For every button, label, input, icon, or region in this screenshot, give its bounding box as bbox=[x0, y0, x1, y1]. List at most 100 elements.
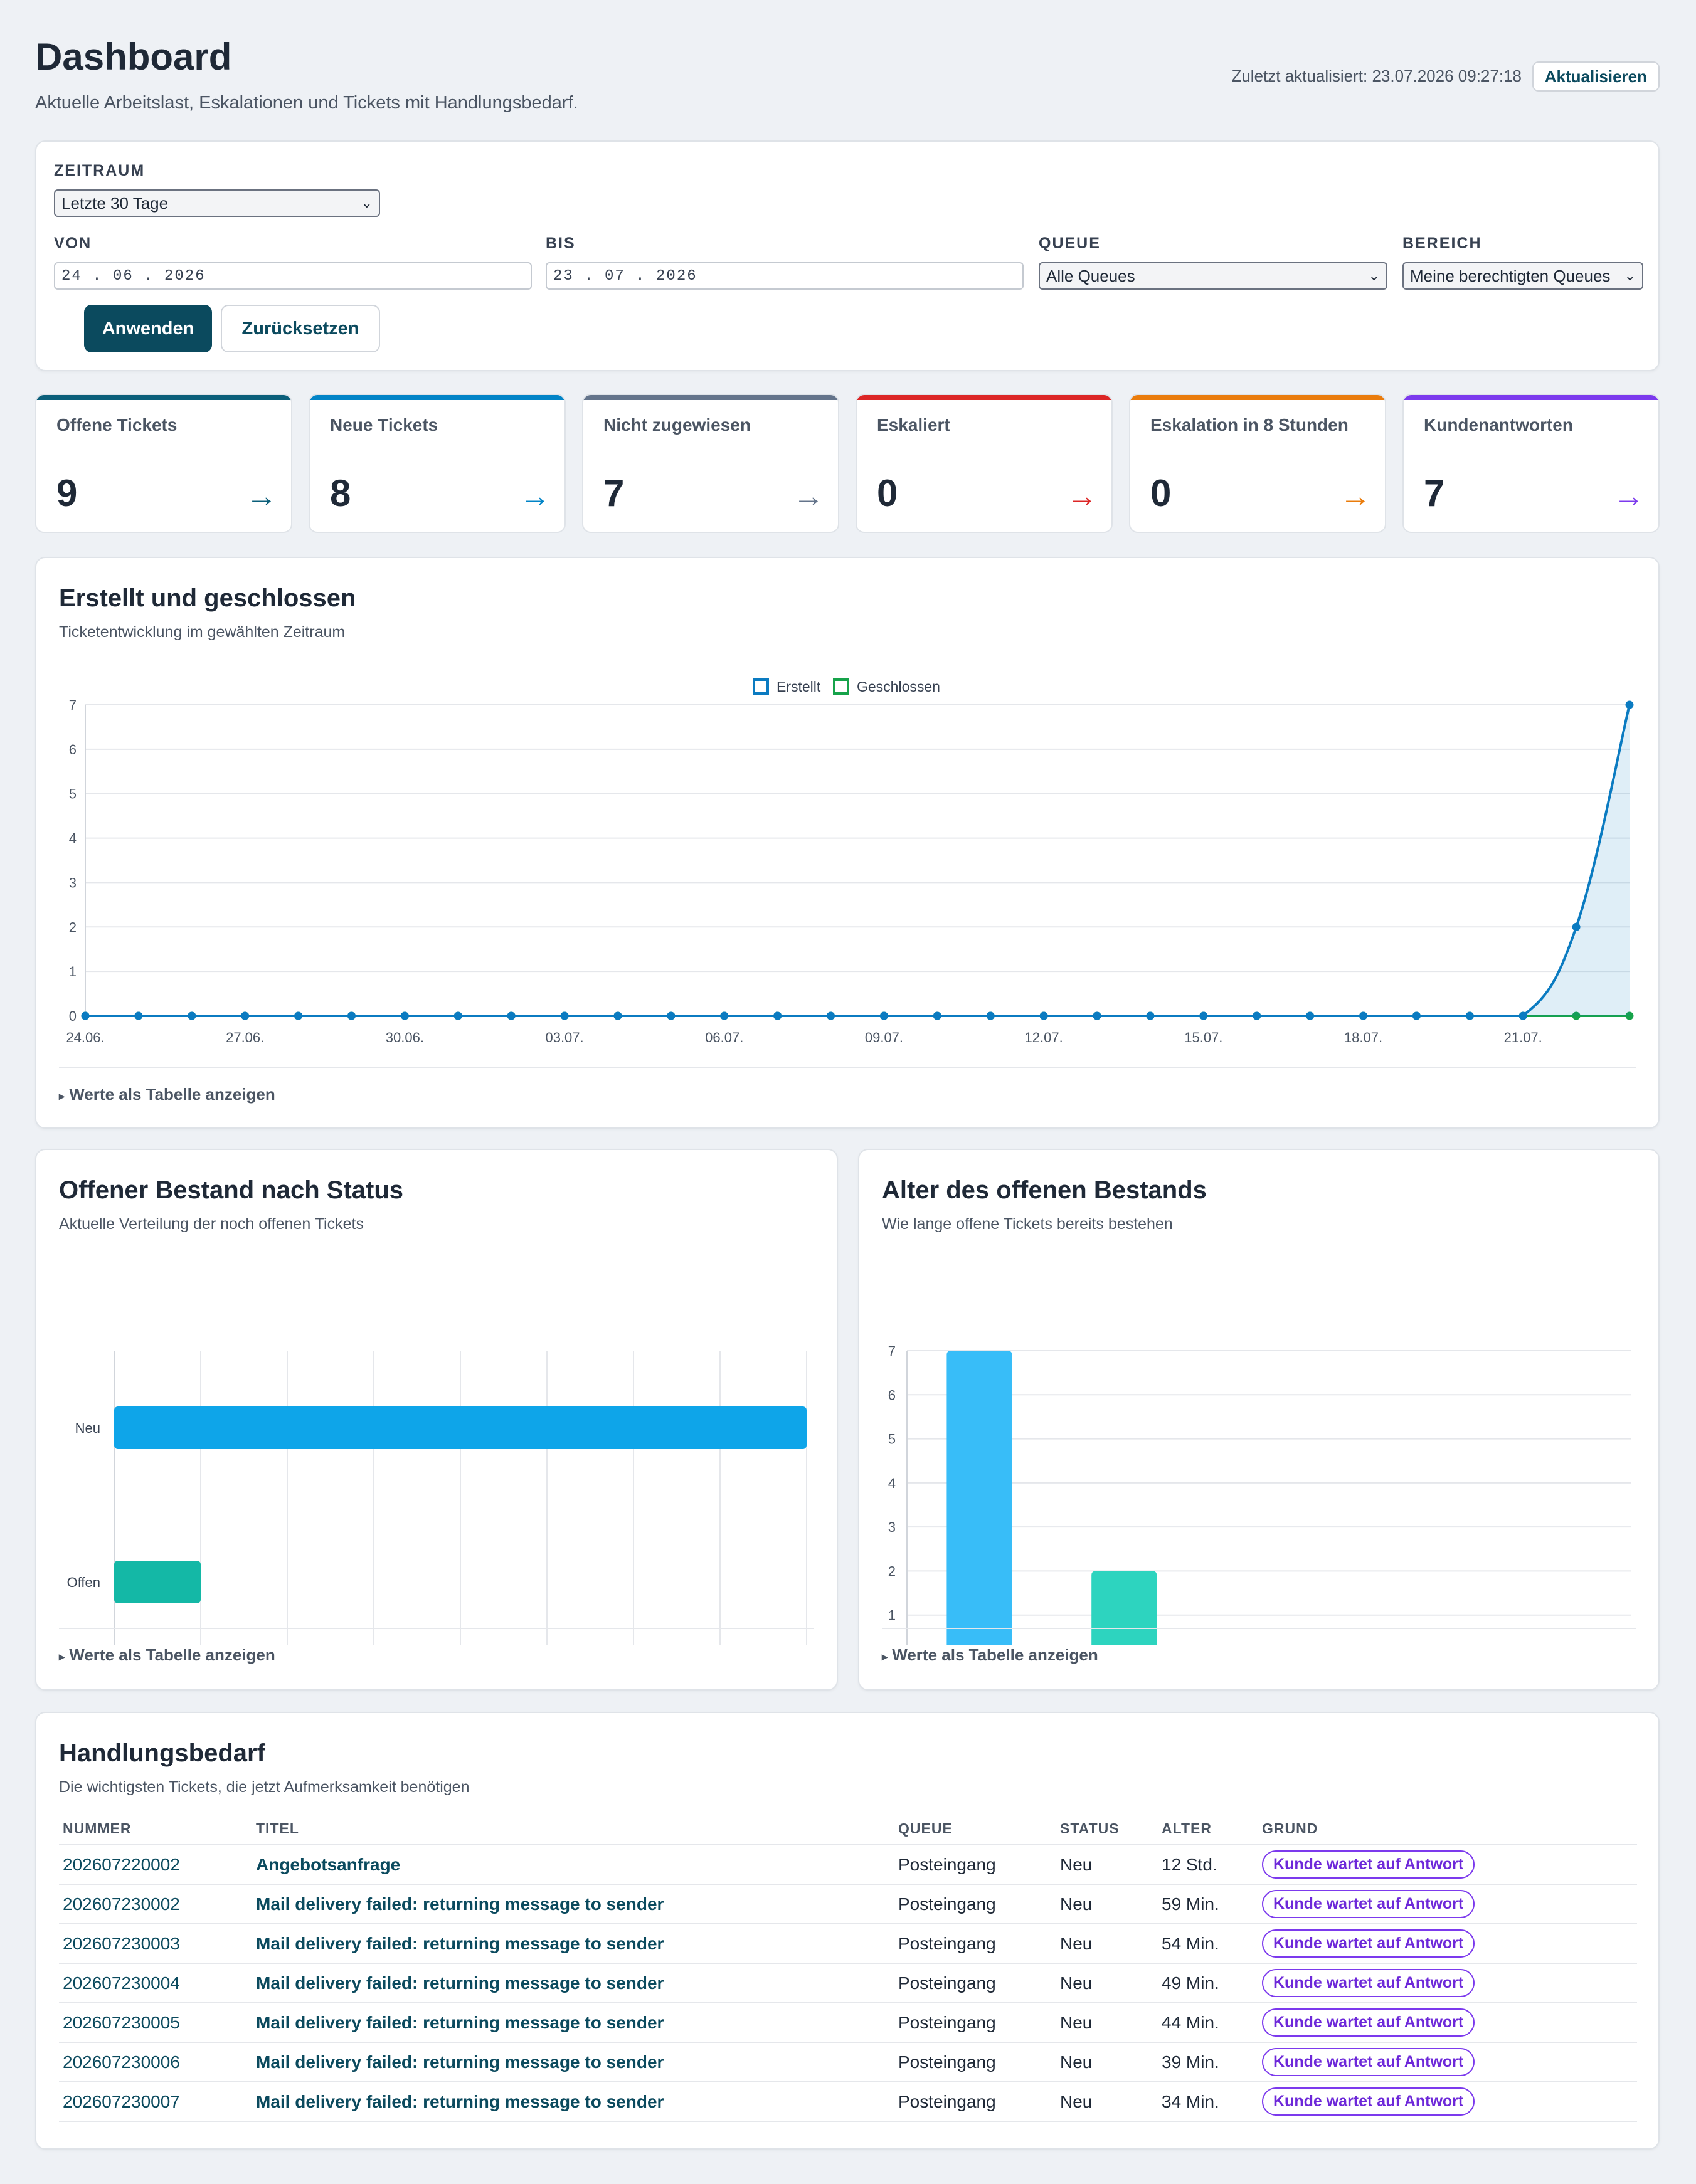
ticket-title-link[interactable]: Mail delivery failed: returning message … bbox=[252, 2003, 894, 2043]
ticket-number-link[interactable]: 202607230006 bbox=[59, 2042, 252, 2082]
refresh-button[interactable]: Aktualisieren bbox=[1532, 61, 1660, 92]
kpi-new-tickets[interactable]: Neue Tickets 8 → bbox=[309, 394, 566, 533]
column-header[interactable]: TITEL bbox=[252, 1813, 894, 1845]
column-header[interactable]: ALTER bbox=[1158, 1813, 1258, 1845]
y-tick-label: 1 bbox=[888, 1608, 896, 1623]
data-point bbox=[1625, 1011, 1634, 1020]
arrow-right-icon: → bbox=[246, 478, 277, 514]
kpi-unassigned[interactable]: Nicht zugewiesen 7 → bbox=[582, 394, 839, 533]
table-toggle[interactable]: ▸ Werte als Tabelle anzeigen bbox=[59, 1085, 275, 1104]
table-row[interactable]: 202607230005 Mail delivery failed: return… bbox=[59, 2003, 1637, 2043]
bar bbox=[114, 1406, 807, 1449]
kpi-title: Neue Tickets bbox=[330, 415, 438, 435]
ticket-title-link[interactable]: Mail delivery failed: returning message … bbox=[252, 1884, 894, 1924]
divider bbox=[59, 1628, 814, 1629]
data-point bbox=[827, 1011, 835, 1020]
ticket-status: Neu bbox=[1056, 1845, 1158, 1885]
column-header[interactable]: NUMMER bbox=[59, 1813, 252, 1845]
scope-select[interactable]: Meine berechtigten Queues ⌄ bbox=[1402, 262, 1643, 290]
table-row[interactable]: 202607230002 Mail delivery failed: return… bbox=[59, 1884, 1637, 1924]
period-select[interactable]: Letzte 30 Tage ⌄ bbox=[54, 189, 380, 217]
triangle-right-icon: ▸ bbox=[59, 1090, 65, 1102]
ticket-age: 12 Std. bbox=[1158, 1845, 1258, 1885]
apply-button[interactable]: Anwenden bbox=[84, 305, 212, 352]
ticket-age: 49 Min. bbox=[1158, 1963, 1258, 2003]
column-header[interactable]: QUEUE bbox=[894, 1813, 1056, 1845]
reset-button[interactable]: Zurücksetzen bbox=[221, 305, 380, 352]
chart-subtitle: Ticketentwicklung im gewählten Zeitraum bbox=[59, 623, 346, 641]
x-tick-label: 09.07. bbox=[865, 1030, 903, 1045]
legend-swatch bbox=[753, 678, 769, 695]
column-header[interactable]: STATUS bbox=[1056, 1813, 1158, 1845]
arrow-right-icon: → bbox=[1066, 478, 1098, 514]
ticket-reason: Kunde wartet auf Antwort bbox=[1258, 1884, 1637, 1924]
ticket-number-link[interactable]: 202607230004 bbox=[59, 1963, 252, 2003]
kpi-title: Eskalation in 8 Stunden bbox=[1150, 415, 1349, 435]
ticket-status: Neu bbox=[1056, 2042, 1158, 2082]
legend-label: Erstellt bbox=[776, 678, 821, 695]
data-point bbox=[241, 1011, 250, 1020]
chart-subtitle: Wie lange offene Tickets bereits bestehe… bbox=[882, 1215, 1173, 1233]
y-tick-label: Neu bbox=[75, 1420, 100, 1436]
data-point bbox=[188, 1011, 196, 1020]
kpi-open-tickets[interactable]: Offene Tickets 9 → bbox=[35, 394, 292, 533]
data-point bbox=[294, 1011, 303, 1020]
ticket-queue: Posteingang bbox=[894, 1963, 1056, 2003]
divider bbox=[882, 1628, 1636, 1629]
y-tick-label: 4 bbox=[888, 1475, 896, 1491]
to-date-input[interactable]: 23 . 07 . 2026 bbox=[546, 262, 1024, 290]
bar bbox=[114, 1561, 201, 1603]
table-row[interactable]: 202607230004 Mail delivery failed: return… bbox=[59, 1963, 1637, 2003]
ticket-number-link[interactable]: 202607230002 bbox=[59, 1884, 252, 1924]
ticket-status: Neu bbox=[1056, 1963, 1158, 2003]
page-title: Dashboard bbox=[35, 36, 232, 78]
column-header[interactable]: GRUND bbox=[1258, 1813, 1637, 1845]
ticket-title-link[interactable]: Mail delivery failed: returning message … bbox=[252, 1963, 894, 2003]
ticket-title-link[interactable]: Angebotsanfrage bbox=[252, 1845, 894, 1885]
age-bar-chart: 01234567Unter 8 Stunden8 bis 24 Stunden1… bbox=[888, 1343, 1631, 1645]
chart-title: Offener Bestand nach Status bbox=[59, 1176, 404, 1204]
data-point bbox=[1039, 1011, 1048, 1020]
ticket-title-link[interactable]: Mail delivery failed: returning message … bbox=[252, 1924, 894, 1964]
table-row[interactable]: 202607230007 Mail delivery failed: return… bbox=[59, 2082, 1637, 2122]
ticket-number-link[interactable]: 202607230003 bbox=[59, 1924, 252, 1964]
series-line bbox=[85, 704, 1631, 1018]
queue-select[interactable]: Alle Queues ⌄ bbox=[1039, 262, 1387, 290]
arrow-right-icon: → bbox=[519, 478, 551, 514]
from-date-input[interactable]: 24 . 06 . 2026 bbox=[54, 262, 532, 290]
ticket-reason: Kunde wartet auf Antwort bbox=[1258, 1845, 1637, 1885]
ticket-reason: Kunde wartet auf Antwort bbox=[1258, 1963, 1637, 2003]
kpi-value: 8 bbox=[330, 472, 351, 514]
data-point bbox=[773, 1011, 782, 1020]
legend-swatch bbox=[833, 678, 849, 695]
ticket-age: 34 Min. bbox=[1158, 2082, 1258, 2122]
y-tick-label: 1 bbox=[69, 964, 77, 979]
ticket-number-link[interactable]: 202607230005 bbox=[59, 2003, 252, 2043]
ticket-number-link[interactable]: 202607230007 bbox=[59, 2082, 252, 2122]
table-row[interactable]: 202607230006 Mail delivery failed: return… bbox=[59, 2042, 1637, 2082]
y-tick-label: 7 bbox=[888, 1343, 896, 1359]
ticket-title-link[interactable]: Mail delivery failed: returning message … bbox=[252, 2042, 894, 2082]
y-tick-label: 4 bbox=[69, 831, 77, 847]
data-point bbox=[134, 1011, 143, 1020]
created-closed-chart-card: Erstellt und geschlossen Ticketentwicklu… bbox=[35, 557, 1660, 1129]
data-point bbox=[1625, 700, 1634, 709]
ticket-number-link[interactable]: 202607220002 bbox=[59, 1845, 252, 1885]
chart-subtitle: Aktuelle Verteilung der noch offenen Tic… bbox=[59, 1215, 364, 1233]
ticket-age: 54 Min. bbox=[1158, 1924, 1258, 1964]
kpi-title: Kundenantworten bbox=[1424, 415, 1573, 435]
kpi-escalated[interactable]: Eskaliert 0 → bbox=[856, 394, 1113, 533]
triangle-right-icon: ▸ bbox=[59, 1650, 65, 1663]
ticket-queue: Posteingang bbox=[894, 2082, 1056, 2122]
table-row[interactable]: 202607220002 Angebotsanfrage Posteingang Ne… bbox=[59, 1845, 1637, 1885]
table-row[interactable]: 202607230003 Mail delivery failed: return… bbox=[59, 1924, 1637, 1964]
scope-label: BEREICH bbox=[1402, 235, 1482, 252]
data-point bbox=[933, 1011, 941, 1020]
chevron-down-icon: ⌄ bbox=[361, 195, 373, 211]
chart-title: Erstellt und geschlossen bbox=[59, 584, 356, 612]
kpi-escalation-8h[interactable]: Eskalation in 8 Stunden 0 → bbox=[1129, 394, 1386, 533]
table-toggle[interactable]: ▸ Werte als Tabelle anzeigen bbox=[882, 1645, 1098, 1664]
table-toggle[interactable]: ▸ Werte als Tabelle anzeigen bbox=[59, 1645, 275, 1664]
ticket-title-link[interactable]: Mail delivery failed: returning message … bbox=[252, 2082, 894, 2122]
kpi-customer-replies[interactable]: Kundenantworten 7 → bbox=[1402, 394, 1660, 533]
